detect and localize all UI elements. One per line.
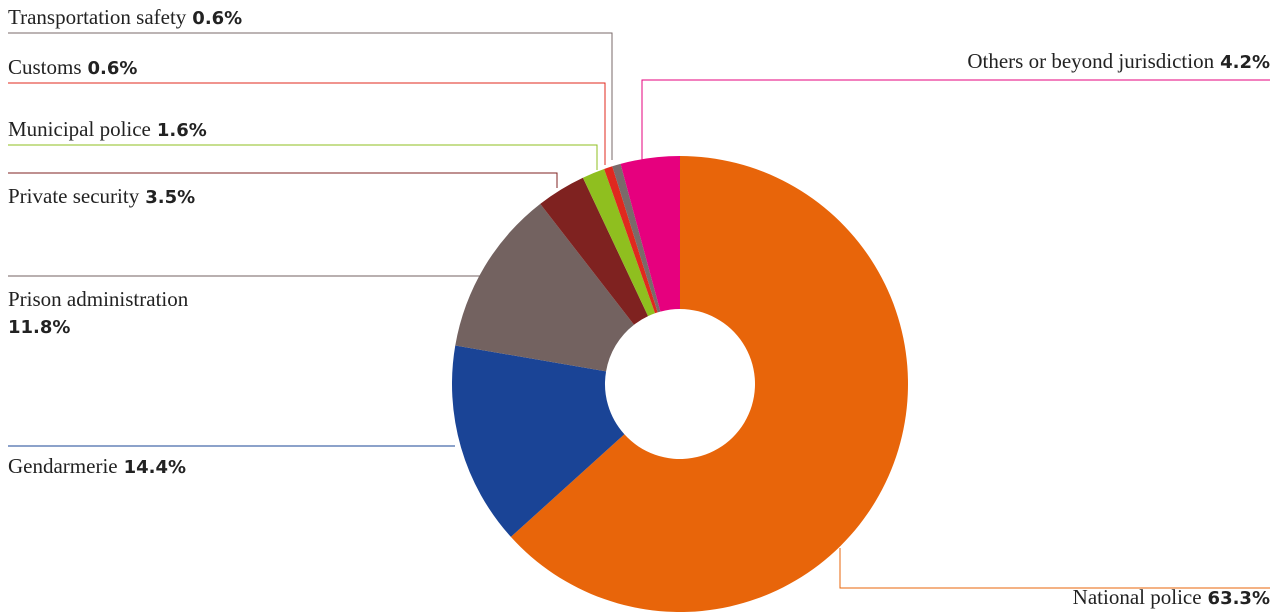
slice: [582, 168, 656, 317]
leader-line: [8, 172, 558, 188]
value-label: 0.6%: [192, 8, 242, 29]
leader-line: [8, 32, 613, 160]
value-label: 14.4%: [124, 457, 186, 478]
category-label: Prison administration: [8, 287, 189, 311]
category-label: Others or beyond jurisdiction: [967, 49, 1214, 73]
slice: [452, 345, 625, 537]
leader-line: [8, 82, 606, 165]
leader-line: [8, 144, 598, 170]
category-label: Gendarmerie: [8, 454, 118, 478]
leader-line: [641, 79, 1270, 160]
category-label: Private security: [8, 184, 140, 208]
category-label: Municipal police: [8, 117, 151, 141]
slice: [620, 156, 680, 312]
slice: [604, 166, 658, 314]
category-label: Customs: [8, 55, 82, 79]
value-label: 0.6%: [88, 58, 138, 79]
value-label: 1.6%: [157, 120, 207, 141]
category-label: Transportation safety: [8, 5, 187, 29]
slice: [612, 163, 661, 313]
slice: [455, 203, 635, 372]
value-label: 63.3%: [1208, 588, 1270, 609]
slice: [540, 177, 649, 325]
value-label: 4.2%: [1220, 52, 1270, 73]
slice: [510, 156, 908, 613]
value-label: 11.8%: [8, 317, 70, 338]
leader-line: [839, 548, 1270, 589]
value-label: 3.5%: [145, 187, 195, 208]
category-label: National police: [1073, 585, 1202, 609]
